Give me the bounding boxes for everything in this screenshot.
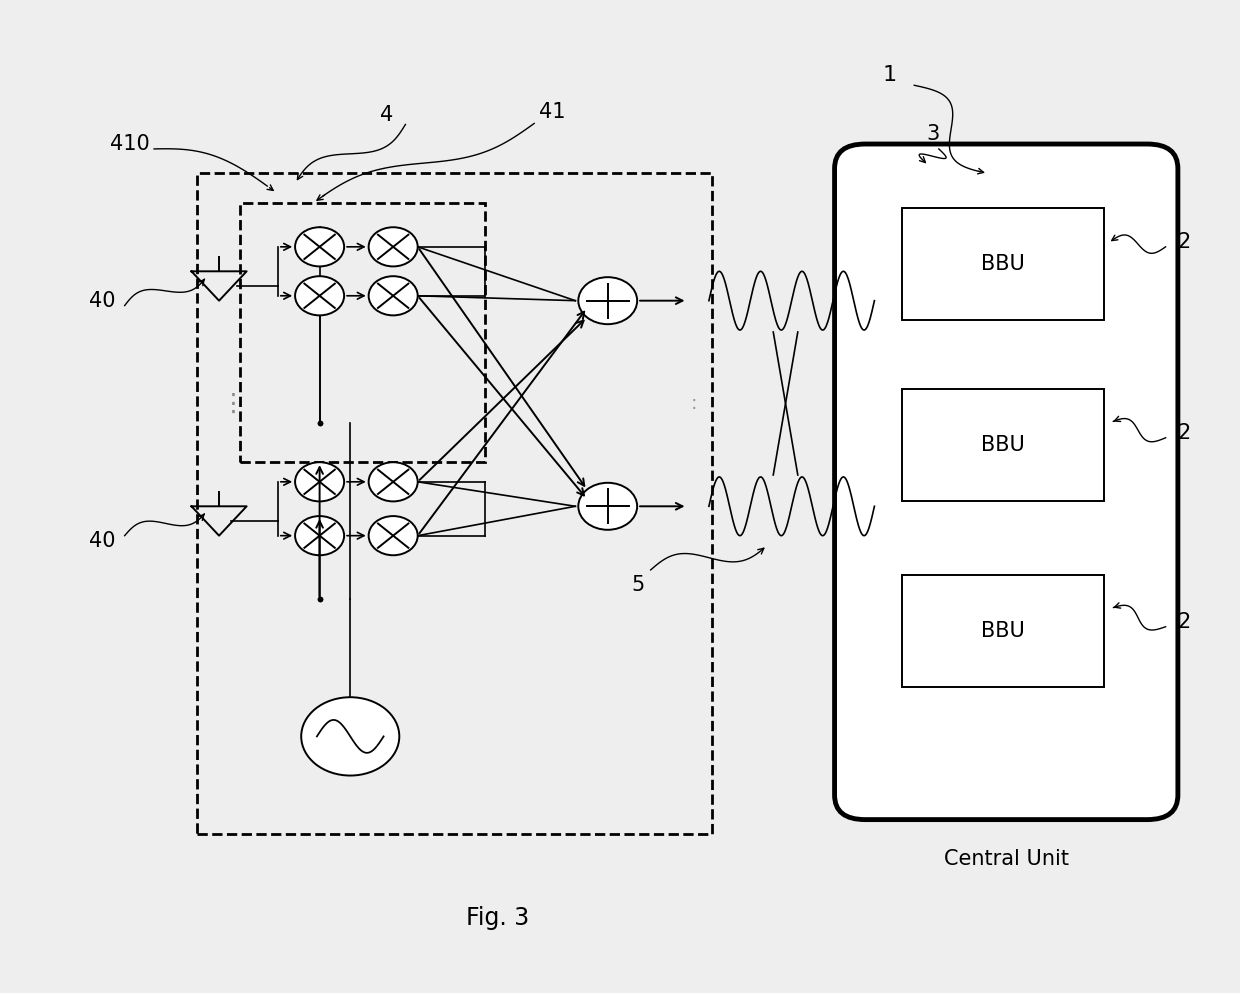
Circle shape [295, 227, 345, 266]
Bar [901, 208, 1105, 321]
Circle shape [368, 462, 418, 501]
Text: 41: 41 [539, 101, 565, 122]
Text: 4: 4 [381, 104, 393, 125]
Text: BBU: BBU [981, 622, 1025, 641]
Bar [901, 575, 1105, 687]
Text: 5: 5 [631, 575, 645, 595]
Bar [901, 389, 1105, 501]
Circle shape [295, 276, 345, 316]
Text: :: : [691, 394, 697, 413]
Text: 1: 1 [883, 66, 897, 85]
Text: Fig. 3: Fig. 3 [466, 906, 529, 929]
FancyBboxPatch shape [835, 144, 1178, 819]
Text: ⋮: ⋮ [221, 391, 247, 415]
Circle shape [295, 516, 345, 555]
Bar [239, 203, 485, 462]
Bar [197, 174, 712, 834]
Text: 2: 2 [1178, 423, 1190, 443]
Text: 410: 410 [109, 134, 150, 154]
Text: 40: 40 [89, 291, 115, 311]
Text: 3: 3 [926, 124, 939, 144]
Circle shape [295, 462, 345, 501]
Text: BBU: BBU [981, 435, 1025, 455]
Text: Central Unit: Central Unit [944, 849, 1069, 869]
Circle shape [368, 516, 418, 555]
Text: 40: 40 [89, 530, 115, 550]
Text: 2: 2 [1178, 232, 1190, 252]
Circle shape [368, 276, 418, 316]
Circle shape [368, 227, 418, 266]
Circle shape [578, 483, 637, 530]
Text: 2: 2 [1178, 612, 1190, 632]
Circle shape [301, 697, 399, 776]
Circle shape [578, 277, 637, 324]
Text: BBU: BBU [981, 254, 1025, 274]
